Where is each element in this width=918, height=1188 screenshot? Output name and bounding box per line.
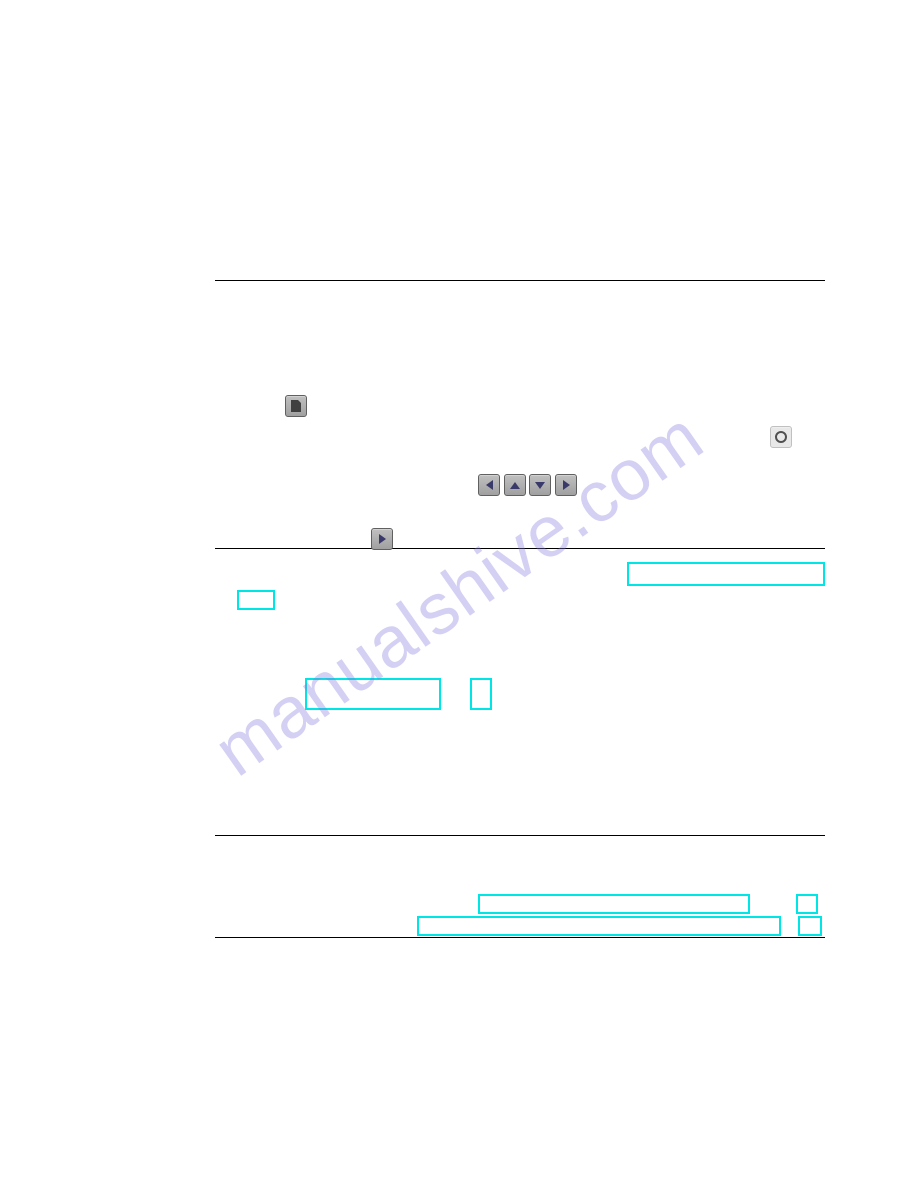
arrow-right-icon[interactable] — [555, 474, 577, 496]
highlight-box-6 — [417, 916, 781, 936]
document-icon[interactable] — [285, 395, 307, 417]
arrow-left-icon[interactable] — [478, 474, 500, 496]
circle-icon[interactable] — [770, 426, 792, 448]
highlight-box-7 — [796, 894, 818, 914]
arrow-up-icon[interactable] — [504, 474, 526, 496]
watermark-text: manualshive.com — [200, 395, 718, 792]
highlight-box-4 — [470, 678, 492, 710]
highlight-box-1 — [627, 562, 825, 586]
highlight-box-2 — [237, 590, 275, 610]
highlight-box-3 — [305, 678, 441, 710]
arrow-right-icon-2[interactable] — [371, 528, 393, 550]
divider-line-2 — [215, 548, 825, 549]
divider-line-3 — [215, 835, 825, 836]
highlight-box-8 — [798, 916, 822, 936]
divider-line-1 — [215, 280, 825, 281]
highlight-box-5 — [478, 894, 750, 914]
arrow-down-icon[interactable] — [529, 474, 551, 496]
divider-line-4 — [215, 937, 825, 938]
